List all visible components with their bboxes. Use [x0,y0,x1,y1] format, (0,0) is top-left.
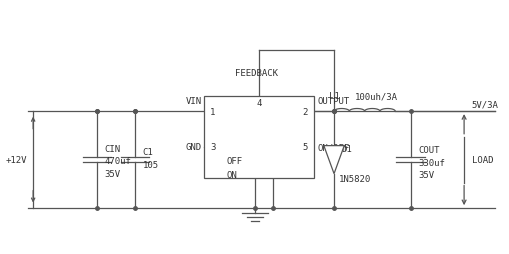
Text: 330uf: 330uf [417,158,444,167]
Polygon shape [323,146,344,174]
Text: 1: 1 [210,107,215,116]
Text: GND: GND [185,143,201,152]
Text: 35V: 35V [417,171,434,180]
Text: 5: 5 [301,143,307,152]
Text: OFF: OFF [227,157,243,166]
Text: C1: C1 [143,148,153,157]
Text: 35V: 35V [104,169,121,179]
Bar [204,97,313,178]
Text: 4: 4 [256,98,261,107]
Text: COUT: COUT [417,145,439,154]
Text: 2: 2 [301,107,307,116]
Text: D1: D1 [341,144,352,153]
Text: +12V: +12V [6,155,27,165]
Text: 5V/3A: 5V/3A [471,100,498,109]
Text: ON: ON [227,171,237,180]
Text: 3: 3 [210,143,215,152]
Text: ON/OFF: ON/OFF [317,143,349,152]
Text: L1: L1 [328,92,339,101]
Text: 1N5820: 1N5820 [338,174,371,184]
Text: 100uh/3A: 100uh/3A [354,92,397,101]
Text: 470uf: 470uf [104,157,131,166]
Text: VIN: VIN [185,97,201,106]
Text: OUTPUT: OUTPUT [317,97,349,106]
Text: LOAD: LOAD [471,155,492,165]
Text: 105: 105 [143,161,159,170]
Text: FEEDBACK: FEEDBACK [234,69,277,78]
Text: CIN: CIN [104,144,121,153]
